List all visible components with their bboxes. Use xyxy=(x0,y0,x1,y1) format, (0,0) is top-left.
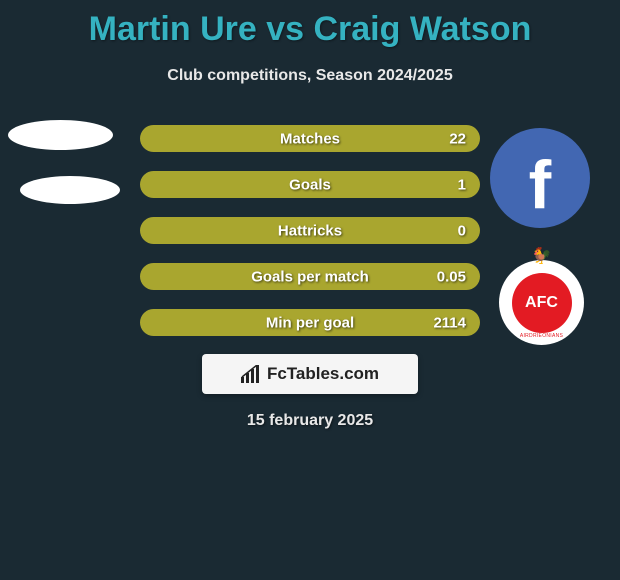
stat-label: Matches xyxy=(280,130,340,147)
club-badge-label: AFC xyxy=(525,294,558,312)
stat-value-player2: 0 xyxy=(458,222,466,239)
stat-row: Matches 22 xyxy=(140,125,480,152)
player1-avatar-top xyxy=(8,120,113,150)
club-badge-inner: AFC xyxy=(512,273,572,333)
fctables-watermark[interactable]: FcTables.com xyxy=(202,354,418,394)
club-badge-subtext: AIRDRIEONIANS xyxy=(520,333,563,339)
club-badge: 🐓 AFC AIRDRIEONIANS xyxy=(499,260,584,345)
stat-label: Hattricks xyxy=(278,222,342,239)
stat-row: Goals per match 0.05 xyxy=(140,263,480,290)
watermark-text: FcTables.com xyxy=(267,364,379,384)
stat-row: Goals 1 xyxy=(140,171,480,198)
stat-label: Goals xyxy=(289,176,331,193)
club-rooster-icon: 🐓 xyxy=(532,246,552,266)
stat-value-player2: 2114 xyxy=(433,314,466,331)
stat-value-player2: 0.05 xyxy=(437,268,466,285)
date-text: 15 february 2025 xyxy=(0,412,620,430)
stat-row: Min per goal 2114 xyxy=(140,309,480,336)
subtitle: Club competitions, Season 2024/2025 xyxy=(0,67,620,85)
page-title: Martin Ure vs Craig Watson xyxy=(0,0,620,49)
facebook-icon[interactable]: f xyxy=(490,128,590,228)
chart-icon xyxy=(241,365,261,383)
stat-row: Hattricks 0 xyxy=(140,217,480,244)
stat-label: Goals per match xyxy=(251,268,369,285)
player1-avatar-bottom xyxy=(20,176,120,204)
stat-value-player2: 22 xyxy=(449,130,466,147)
facebook-f-glyph: f xyxy=(529,146,552,224)
stat-label: Min per goal xyxy=(266,314,354,331)
stat-value-player2: 1 xyxy=(458,176,466,193)
